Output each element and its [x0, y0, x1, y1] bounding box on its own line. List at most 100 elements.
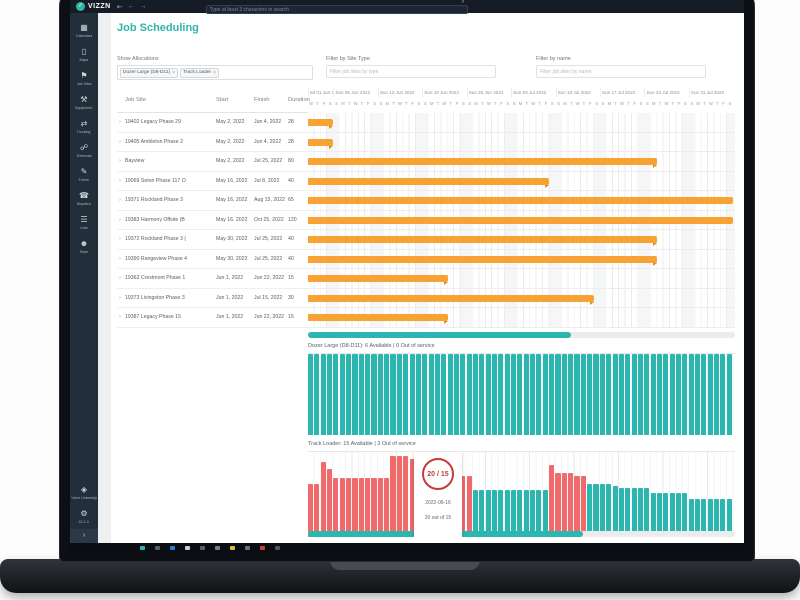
allocation-bar[interactable] — [631, 487, 637, 537]
allocation-bar[interactable] — [650, 492, 656, 537]
allocation-bar[interactable] — [396, 354, 402, 435]
expand-row-icon[interactable]: › — [119, 158, 121, 165]
sidebar-item-lists[interactable]: ☰ Lists — [70, 211, 98, 235]
site-type-filter-input[interactable] — [326, 65, 496, 78]
allocation-bar[interactable] — [390, 456, 396, 537]
expand-row-icon[interactable]: › — [119, 197, 121, 204]
column-job-site[interactable]: Job Site — [125, 96, 146, 103]
expand-row-icon[interactable]: › — [119, 138, 121, 145]
allocation-bar[interactable] — [701, 354, 707, 435]
search-input[interactable] — [205, 5, 468, 14]
allocation-bar[interactable] — [504, 490, 510, 537]
allocation-bar[interactable] — [587, 354, 593, 435]
allocation-bar[interactable] — [479, 354, 485, 435]
allocation-bar[interactable] — [333, 477, 339, 537]
gantt-bar[interactable] — [308, 158, 658, 168]
allocation-bar[interactable] — [561, 354, 567, 435]
allocation-bar[interactable] — [472, 490, 479, 537]
allocation-bar[interactable] — [631, 354, 637, 435]
table-row[interactable]: › 19383 Harmony Offsite (B May 16, 2022 … — [117, 211, 308, 230]
allocation-bar[interactable] — [612, 354, 618, 435]
table-row[interactable]: › Bayview May 2, 2022 Jul 25, 2022 80 — [117, 152, 308, 172]
gantt-bar[interactable] — [308, 294, 594, 305]
allocation-bar[interactable] — [314, 484, 320, 537]
taskbar-app-icon[interactable] — [200, 546, 205, 550]
allocation-bar[interactable] — [599, 354, 605, 435]
sidebar-item-maps[interactable]: ▯ Maps — [70, 43, 98, 67]
allocation-bar[interactable] — [726, 498, 732, 537]
table-row[interactable]: › 19371 Rockland Phase 3 May 16, 2022 Au… — [117, 191, 308, 211]
allocation-bar[interactable] — [536, 490, 542, 537]
allocation-bar[interactable] — [587, 484, 593, 537]
allocation-bar[interactable] — [656, 354, 662, 435]
taskbar-app-icon[interactable] — [140, 546, 145, 550]
name-filter-input[interactable] — [536, 65, 706, 78]
allocation-bar[interactable] — [549, 354, 555, 435]
allocation-bar[interactable] — [694, 354, 701, 435]
allocation-bar[interactable] — [530, 354, 536, 435]
gantt-bar[interactable] — [308, 255, 658, 266]
allocation-bar[interactable] — [568, 354, 574, 435]
allocation-bar[interactable] — [504, 354, 510, 435]
allocation-bar[interactable] — [663, 492, 669, 537]
table-row[interactable]: › 19373 Livingston Phase 3 Jun 1, 2022 J… — [117, 289, 308, 308]
allocation-tag[interactable]: Track Loader × — [180, 67, 220, 78]
allocation-bar[interactable] — [650, 354, 656, 435]
gantt-scrollbar-thumb[interactable] — [308, 332, 571, 338]
allocation-bar[interactable] — [707, 354, 713, 435]
remove-tag-icon[interactable]: × — [172, 69, 176, 76]
allocation-bar[interactable] — [352, 477, 358, 537]
sidebar-item-forms[interactable]: ✎ Forms — [70, 163, 98, 187]
allocation-bar[interactable] — [644, 487, 650, 537]
allocation-bar[interactable] — [333, 354, 339, 435]
allocation-bar[interactable] — [568, 473, 574, 537]
expand-row-icon[interactable]: › — [119, 255, 121, 262]
allocation-bar[interactable] — [675, 492, 682, 537]
forward-icon[interactable]: → — [139, 3, 147, 10]
allocation-tag-input[interactable]: Dozer Large (D8-D11) × Track Loader × — [117, 65, 313, 80]
expand-row-icon[interactable]: › — [119, 236, 121, 243]
taskbar-app-icon[interactable] — [230, 546, 235, 550]
allocation-bar[interactable] — [491, 490, 498, 537]
column-duration[interactable]: Duration — [288, 96, 310, 103]
allocation-bar[interactable] — [358, 354, 364, 435]
allocation-bar[interactable] — [384, 477, 390, 537]
allocation-bar[interactable] — [618, 487, 624, 537]
allocation-bar[interactable] — [580, 354, 586, 435]
expand-row-icon[interactable]: › — [119, 177, 121, 184]
allocation-bar[interactable] — [625, 354, 631, 435]
allocation-bar[interactable] — [460, 475, 466, 537]
allocation-bar[interactable] — [314, 354, 320, 435]
allocation-bar[interactable] — [714, 354, 720, 435]
column-start[interactable]: Start — [216, 96, 229, 103]
search-icon[interactable]: ⌕ — [461, 0, 465, 5]
allocation-bar[interactable] — [428, 354, 434, 435]
allocation-bar[interactable] — [682, 492, 688, 537]
allocation-bar[interactable] — [472, 354, 479, 435]
allocation-bar[interactable] — [593, 354, 599, 435]
allocation-bar[interactable] — [377, 354, 383, 435]
expand-row-icon[interactable]: › — [119, 314, 121, 321]
allocation-bar[interactable] — [688, 498, 694, 537]
allocation-bar[interactable] — [511, 490, 517, 537]
expand-row-icon[interactable]: › — [119, 216, 121, 223]
allocation-bar[interactable] — [403, 456, 409, 537]
allocation-bar[interactable] — [371, 477, 377, 537]
taskbar-app-icon[interactable] — [245, 546, 250, 550]
column-finish[interactable]: Finish — [254, 96, 270, 103]
allocation-bar[interactable] — [536, 354, 542, 435]
allocation-bar[interactable] — [346, 354, 352, 435]
allocation-bar[interactable] — [675, 354, 682, 435]
table-row[interactable]: › 19362 Crestmont Phase 1 Jun 1, 2022 Ju… — [117, 269, 308, 289]
allocation-bar[interactable] — [720, 354, 726, 435]
allocation-bar[interactable] — [663, 354, 669, 435]
allocation-bar[interactable] — [523, 354, 529, 435]
table-row[interactable]: › 19069 Seton Phase 117 O May 16, 2022 J… — [117, 172, 308, 191]
sidebar-footer-vizzn-university[interactable]: ◈ Vizzn University — [70, 481, 98, 505]
gantt-bar[interactable] — [308, 138, 334, 149]
allocation-bar[interactable] — [466, 475, 472, 537]
gantt-bar[interactable] — [308, 275, 448, 285]
allocation-bar[interactable] — [669, 492, 675, 537]
taskbar-app-icon[interactable] — [260, 546, 265, 550]
allocation-bar[interactable] — [365, 354, 371, 435]
